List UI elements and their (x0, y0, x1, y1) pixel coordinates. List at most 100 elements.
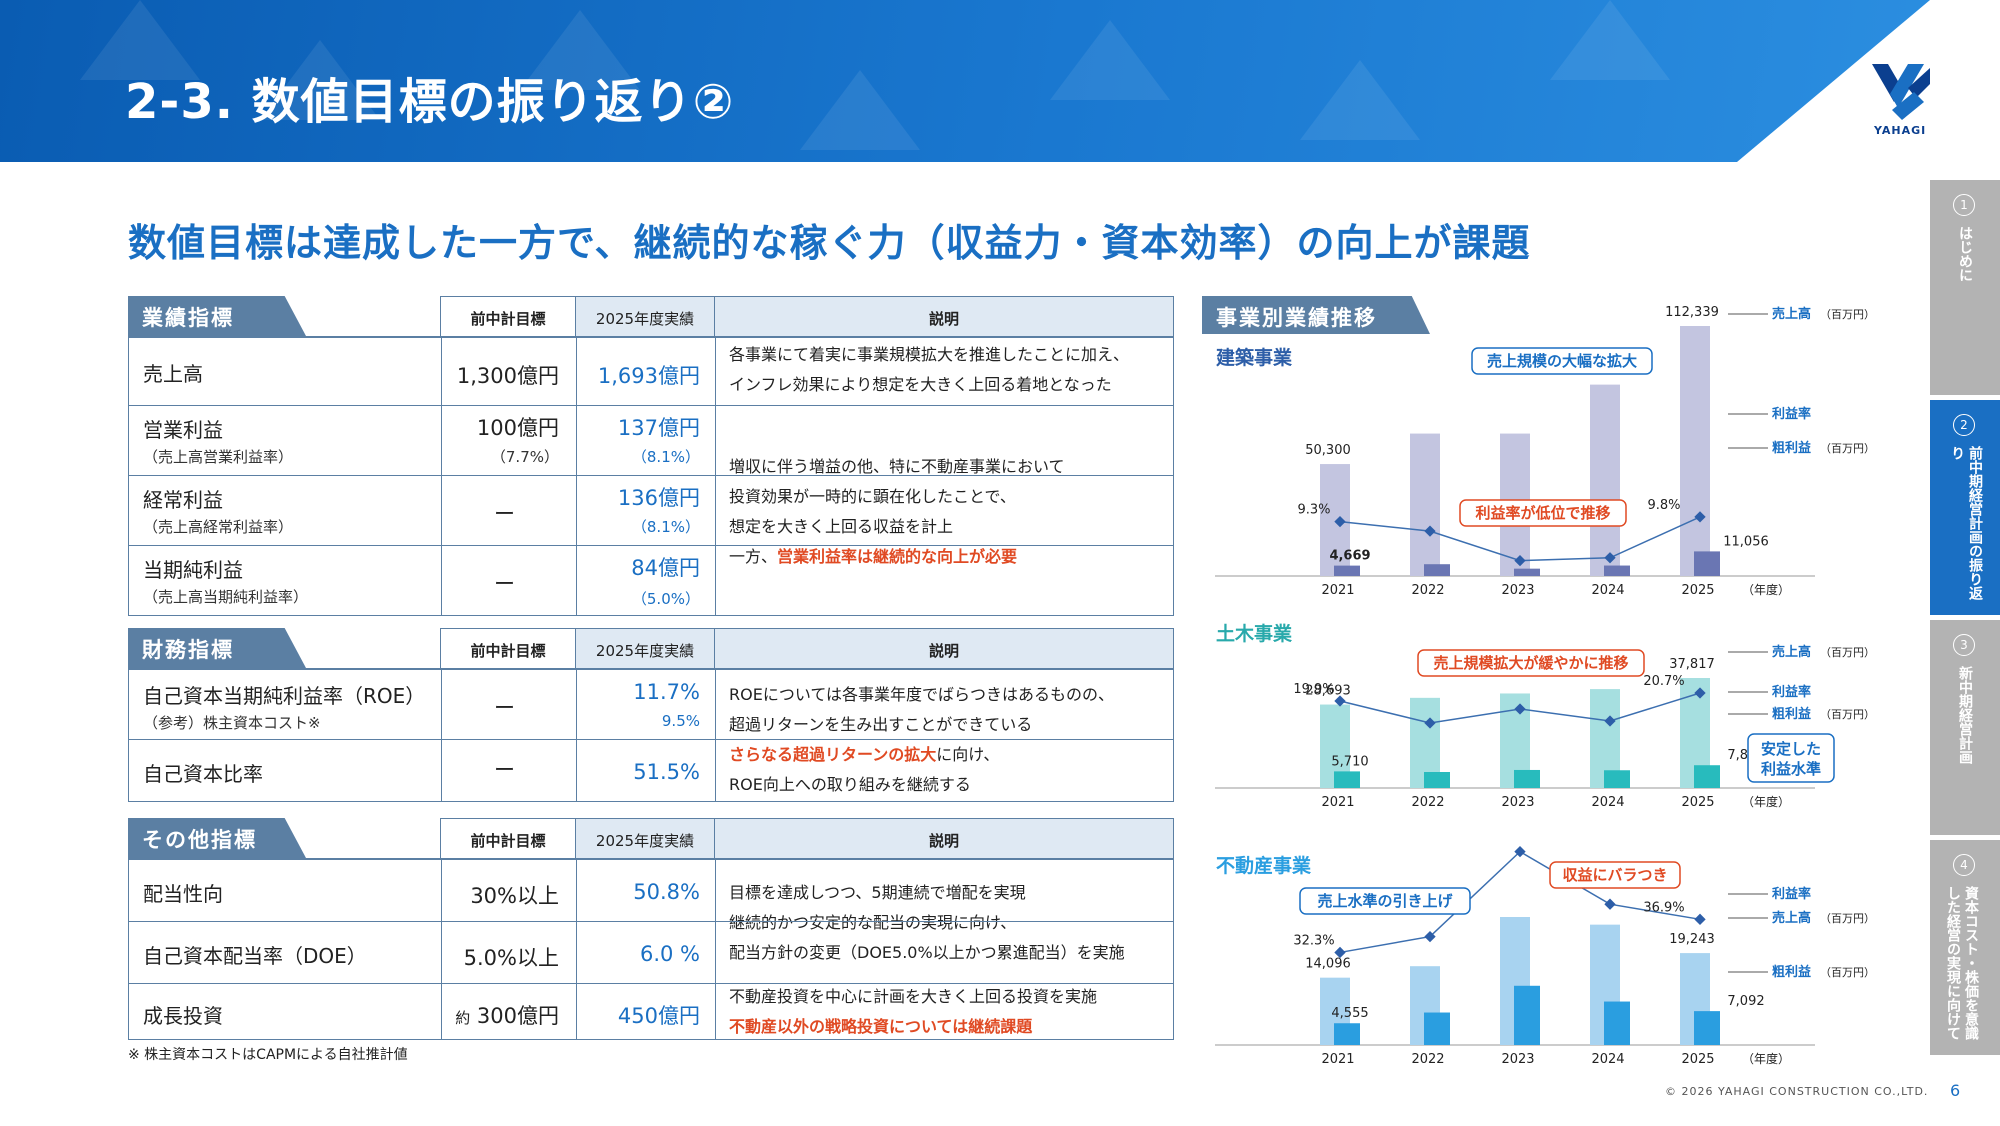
yahagi-logo (1872, 64, 1930, 120)
legend-rate: 利益率 (1772, 684, 1811, 700)
tick-label: 2022 (1411, 795, 1444, 810)
table-row: 自己資本比率 ー 51.5% (129, 739, 1173, 801)
table-row: 成長投資 約 300億円 450億円 不動産投資を中心に計画を大きく上回る投資を… (129, 983, 1173, 1039)
bar-gross (1514, 769, 1540, 788)
table-row: 当期純利益 （売上高当期純利益率） ー 84億円 （5.0%） (129, 545, 1173, 615)
callout-box (1471, 347, 1653, 375)
rate-point (1514, 845, 1526, 858)
legend-unit: （百万円） (1820, 646, 1875, 659)
x-unit: （年度） (1742, 794, 1790, 809)
data-label: 36.9% (1643, 900, 1684, 915)
tick-label: 2024 (1591, 583, 1624, 598)
tick-label: 2022 (1411, 583, 1444, 598)
rate-point (1424, 717, 1436, 729)
bar-gross (1694, 1011, 1720, 1045)
table-row: 自己資本配当率（DOE） 5.0%以上 6.0 % (129, 921, 1173, 983)
bar-sales (1410, 433, 1440, 576)
col-desc: 説明 (714, 296, 1174, 336)
col-actual: 2025年度実績 (575, 296, 715, 336)
rate-point (1334, 695, 1346, 707)
rate-point (1604, 715, 1616, 727)
tick-label: 2024 (1591, 795, 1624, 810)
segment-title: 不動産事業 (1216, 854, 1312, 877)
table-row: 売上高 1,300億円 1,693億円 各事業にて着実に事業規模拡大を推進したこ… (129, 337, 1173, 405)
data-label: 11,056 (1723, 534, 1769, 549)
tick-label: 2021 (1321, 1052, 1354, 1067)
legend-rate: 利益率 (1772, 406, 1811, 422)
data-label: 19.9% (1293, 682, 1334, 697)
rate-point (1514, 554, 1526, 567)
rate-point (1424, 525, 1436, 537)
fin-table: 財務指標 前中計目標 2025年度実績 説明 自己資本当期純利益率（ROE） （… (128, 628, 1174, 802)
bar-gross (1604, 565, 1630, 576)
callout-box (1747, 733, 1835, 783)
segment-title: 建築事業 (1216, 346, 1293, 369)
table-row: 自己資本当期純利益率（ROE） （参考）株主資本コスト※ ー 11.7% 9.5… (129, 669, 1173, 794)
data-label: 9.8% (1647, 498, 1680, 513)
rate-point (1694, 511, 1706, 523)
x-unit: （年度） (1742, 582, 1790, 597)
callout-box (1459, 499, 1627, 527)
legend-unit: （百万円） (1820, 708, 1875, 721)
callout-text: 利益率が低位で推移 (1475, 504, 1610, 522)
data-label: 50,300 (1305, 443, 1351, 458)
bar-gross (1514, 568, 1540, 576)
bar-sales (1590, 384, 1620, 576)
bar-gross (1424, 564, 1450, 576)
table-row: 経常利益 （売上高経常利益率） ー 136億円 （8.1%） (129, 475, 1173, 545)
data-label: 7,092 (1727, 994, 1764, 1009)
table-row: 営業利益 （売上高営業利益率） 100億円 （7.7%） 137億円 （8.1%… (129, 405, 1173, 566)
tick-label: 2021 (1321, 795, 1354, 810)
col-target: 前中計目標 (440, 296, 576, 336)
rate-point (1604, 552, 1616, 564)
callout-text: 売上水準の引き上げ (1317, 892, 1453, 910)
segment-title: 土木事業 (1216, 622, 1293, 645)
tick-label: 2024 (1591, 1052, 1624, 1067)
bar-gross (1604, 1001, 1630, 1045)
footer: © 2026 YAHAGI CONSTRUCTION CO.,LTD. (1665, 1085, 1929, 1098)
data-label: 28,693 (1305, 684, 1351, 699)
tick-label: 2023 (1501, 1052, 1534, 1067)
legend-sales: 売上高 (1772, 644, 1811, 660)
tick-label: 2022 (1411, 1052, 1444, 1067)
data-label: 14,096 (1305, 957, 1351, 972)
rate-point (1334, 515, 1346, 528)
side-tab-4[interactable]: 4 資本コスト・株価を意識した経営の実現に向けて (1930, 840, 2000, 1055)
legend-sales: 売上高 (1772, 306, 1811, 322)
legend-gross: 粗利益 (1772, 440, 1811, 456)
x-unit: （年度） (1742, 1051, 1790, 1066)
page-title: 2-3. 数値目標の振り返り② (125, 74, 735, 130)
tick-label: 2025 (1681, 1052, 1714, 1067)
table-row: 配当性向 30%以上 50.8% 目標を達成しつつ、5期連続で増配を実現 継続的… (129, 859, 1173, 962)
side-tab-2[interactable]: 2 前中期経営計画の振り返り (1930, 400, 2000, 615)
subtitle: 数値目標は達成した一方で、継続的な稼ぐ力（収益力・資本効率）の向上が課題 (128, 221, 1531, 265)
data-label: 4,555 (1331, 1006, 1368, 1021)
bar-gross (1424, 772, 1450, 788)
logo-text: YAHAGI (1874, 124, 1927, 137)
legend-unit: （百万円） (1820, 912, 1875, 925)
other-tag: その他指標 (128, 818, 306, 858)
side-tab-3[interactable]: 3 新中期経営計画 (1930, 620, 2000, 835)
bar-gross (1334, 565, 1360, 576)
bar-gross (1514, 985, 1540, 1045)
callout-text: 安定した (1761, 740, 1821, 758)
rate-point (1694, 913, 1706, 925)
callout-text: 売上規模拡大が緩やかに推移 (1433, 654, 1628, 672)
data-label: 112,339 (1665, 305, 1719, 320)
tick-label: 2025 (1681, 583, 1714, 598)
perf-tag: 業績指標 (128, 296, 306, 336)
tick-label: 2025 (1681, 795, 1714, 810)
bar-sales (1680, 326, 1710, 576)
rate-point (1334, 946, 1346, 959)
data-label: 32.3% (1293, 933, 1334, 948)
tick-label: 2021 (1321, 583, 1354, 598)
other-table: その他指標 前中計目標 2025年度実績 説明 配当性向 30%以上 50.8%… (128, 818, 1174, 1040)
bar-sales (1320, 464, 1350, 576)
rate-point (1514, 703, 1526, 715)
bar-gross (1694, 765, 1720, 788)
data-label: 20.7% (1643, 674, 1684, 689)
side-tab-1[interactable]: 1 はじめに (1930, 180, 2000, 395)
bar-gross (1604, 770, 1630, 788)
data-label: 37,817 (1669, 657, 1715, 672)
legend-gross: 粗利益 (1772, 964, 1811, 980)
